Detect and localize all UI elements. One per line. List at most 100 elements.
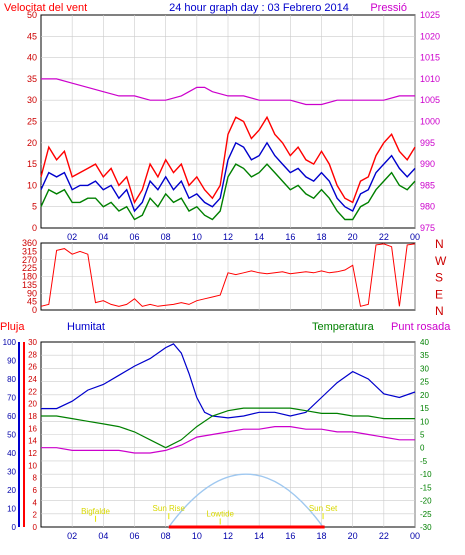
wind-y-tick-label: 10 [27,180,37,190]
direction-y-tick-label: 90 [27,288,37,298]
direction-series [40,243,416,307]
rain-y-tick-label: 6 [33,486,38,495]
temperature-y-tick-label: 15 [420,404,429,413]
x-tick-label: 08 [161,531,171,541]
pressure-y-tick-label: 975 [420,223,435,233]
direction-y-tick-label: 0 [32,305,37,315]
x-tick-label: 14 [254,531,264,541]
direction-y-tick-label: 180 [22,272,37,282]
wind-y-tick-label: 20 [27,138,37,148]
rain-y-tick-label: 2 [33,511,38,520]
direction-y-tick-label: 45 [27,297,37,307]
rain-y-tick-label: 22 [28,387,37,396]
rain-y-tick-label: 16 [28,424,37,433]
humidity-legend: Humitat [67,321,105,333]
rain-y-tick-label: 10 [28,461,37,470]
annotation-label: Sun Rise [153,504,186,513]
wind-y-tick-label: 15 [27,159,37,169]
rain-legend: Pluja [0,321,25,333]
humidity-y-tick-label: 50 [7,431,16,440]
temperature-y-tick-label: -30 [420,523,432,532]
x-tick-label: 10 [192,531,202,541]
x-tick-label: 10 [192,232,202,242]
rain-y-tick-label: 4 [33,498,38,507]
temperature-y-tick-label: 5 [420,431,425,440]
humidity-y-tick-label: 60 [7,412,16,421]
wind-series-ràfega [40,115,416,205]
compass-label: E [435,287,443,301]
temperature-y-tick-label: 35 [420,351,429,360]
compass-label: N [435,304,444,318]
x-tick-label: 16 [285,531,295,541]
compass-label: S [435,271,443,285]
x-tick-label: 06 [129,232,139,242]
x-tick-label: 18 [316,531,326,541]
wind-y-tick-label: 40 [27,53,37,63]
humidity-y-tick-label: 10 [7,505,16,514]
humidity-y-tick-label: 40 [7,449,16,458]
compass-label: W [435,254,447,268]
direction-y-tick-label: 315 [22,246,37,256]
temperature-y-tick-label: -20 [420,497,432,506]
temperature-y-tick-label: 30 [420,364,429,373]
pressure-y-tick-label: 1000 [420,117,440,127]
humidity-y-tick-label: 0 [12,523,17,532]
rain-y-tick-label: 12 [28,449,37,458]
x-tick-label: 00 [410,232,420,242]
x-tick-label: 20 [348,531,358,541]
pressure-y-tick-label: 1010 [420,74,440,84]
x-tick-label: 16 [285,232,295,242]
x-tick-label: 02 [67,232,77,242]
pressure-y-tick-label: 995 [420,138,435,148]
series-humitat [41,343,416,419]
rain-y-tick-label: 8 [33,474,38,483]
temperature-y-tick-label: 0 [420,444,425,453]
direction-y-tick-label: 360 [22,238,37,248]
x-tick-label: 22 [379,531,389,541]
x-tick-label: 12 [223,232,233,242]
pressure-y-tick-label: 985 [420,180,435,190]
rain-y-tick-label: 0 [33,523,38,532]
compass-label: N [435,237,444,251]
sun-arc [168,473,324,528]
wind-y-tick-label: 50 [27,10,37,20]
annotation-label: Bigfalde [81,507,110,516]
rain-y-tick-label: 18 [28,412,37,421]
x-tick-label: 20 [348,232,358,242]
dewpoint-legend: Punt rosada [391,321,451,333]
wind-series-velocitat-mitjana [40,141,416,213]
wind-y-tick-label: 25 [27,117,37,127]
series-temperatura [41,407,415,449]
annotation-label: Sun Set [309,504,338,513]
wind-series-pressió [41,78,415,106]
humidity-y-tick-label: 20 [7,486,16,495]
x-tick-label: 18 [316,232,326,242]
pressure-y-tick-label: 1020 [420,31,440,41]
pressure-y-tick-label: 1025 [420,10,440,20]
direction-y-tick-label: 225 [22,263,37,273]
pressure-y-tick-label: 990 [420,159,435,169]
humidity-y-tick-label: 30 [7,468,16,477]
humidity-y-tick-label: 90 [7,357,16,366]
x-tick-label: 04 [98,232,108,242]
pressure-title: Pressió [370,2,407,14]
temperature-humidity-panel: 0102030405060708090100024681012141618202… [3,338,432,541]
x-tick-label: 04 [98,531,108,541]
wind-y-tick-label: 35 [27,74,37,84]
pressure-y-tick-label: 1005 [420,95,440,105]
temperature-y-tick-label: -25 [420,510,432,519]
annotation-label: Lowtide [206,509,234,518]
wind-panel: 0510152025303540455097598098599099510001… [27,10,440,242]
temperature-y-tick-label: -10 [420,470,432,479]
wind-series-velocitat-mínima [40,163,416,221]
x-tick-label: 06 [129,531,139,541]
x-tick-label: 08 [161,232,171,242]
direction-y-tick-label: 270 [22,255,37,265]
rain-y-tick-label: 28 [28,350,37,359]
temperature-y-tick-label: 40 [420,338,429,347]
temperature-y-tick-label: -15 [420,483,432,492]
humidity-y-tick-label: 80 [7,375,16,384]
temperature-y-tick-label: 20 [420,391,429,400]
rain-y-tick-label: 30 [28,338,37,347]
